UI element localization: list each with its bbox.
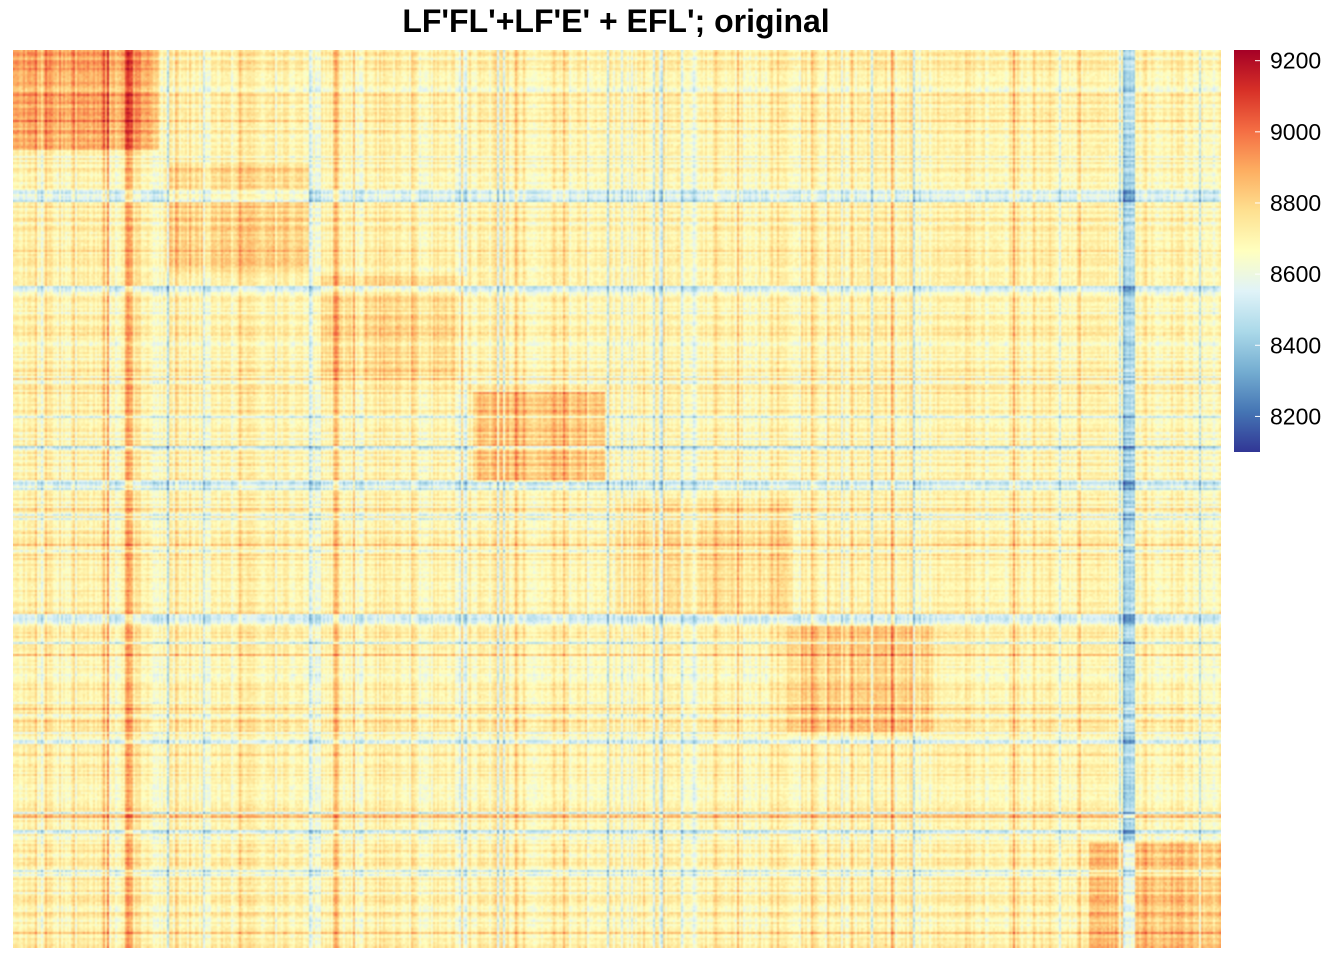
legend-tick-label: 8200 (1270, 403, 1321, 429)
legend-tick-label: 9200 (1270, 50, 1321, 74)
legend-tick-label: 8800 (1270, 190, 1321, 216)
legend-tick-label: 8400 (1270, 332, 1321, 358)
heatmap-plot-area (13, 50, 1221, 948)
color-legend: 9200 9000 8800 8600 8400 8200 (1234, 50, 1321, 452)
legend-tick-label: 9000 (1270, 119, 1321, 145)
chart-title: LF'FL'+LF'E' + EFL'; original (402, 3, 830, 39)
legend-tick-label: 8600 (1270, 261, 1321, 287)
color-legend-bar (1234, 50, 1260, 452)
